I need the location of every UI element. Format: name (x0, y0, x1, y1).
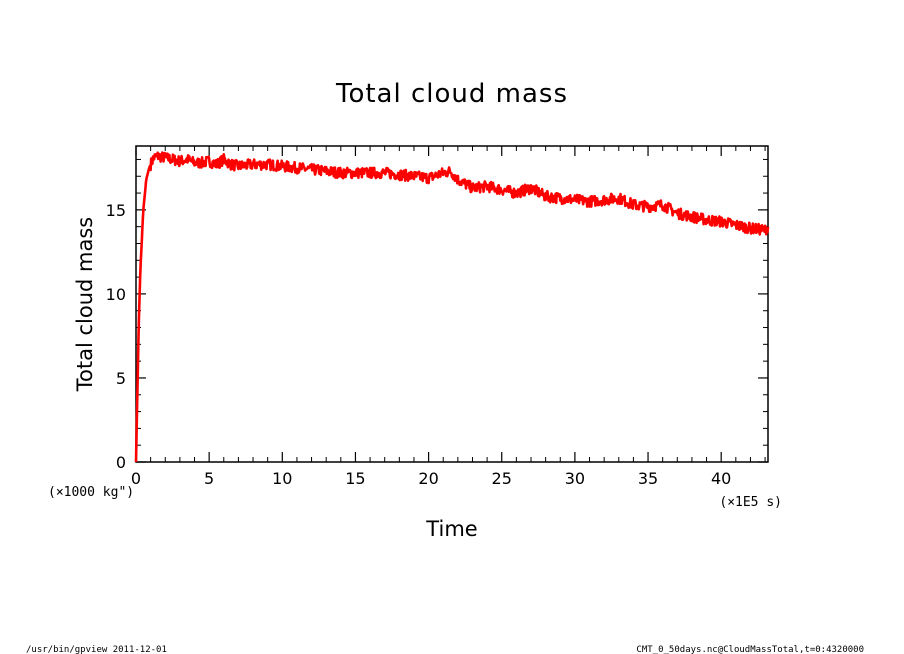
x-tick-label: 10 (272, 469, 292, 488)
y-tick-label: 5 (116, 369, 126, 388)
x-axis-label: Time (425, 517, 477, 541)
x-tick-label: 0 (131, 469, 141, 488)
series-line (134, 151, 770, 463)
x-tick-label: 35 (638, 469, 658, 488)
series-layer (134, 151, 770, 463)
x-tick-label: 30 (565, 469, 585, 488)
x-tick-label: 40 (711, 469, 731, 488)
y-tick-labels: 0 5 10 15 (106, 201, 126, 472)
x-axis-ticks (135, 146, 766, 462)
x-tick-labels: 0 5 10 15 20 25 30 35 40 (131, 469, 731, 488)
x-tick-label: 5 (204, 469, 214, 488)
x-tick-label: 20 (418, 469, 438, 488)
chart-title: Total cloud mass (335, 79, 568, 109)
y-axis-ticks (136, 158, 768, 463)
y-unit-label: (×1000 kg") (48, 485, 134, 500)
y-tick-label: 0 (116, 453, 126, 472)
y-tick-label: 10 (106, 285, 126, 304)
plot-frame (135, 145, 769, 463)
x-unit-label: (×1E5 s) (719, 495, 782, 510)
x-tick-label: 25 (492, 469, 512, 488)
footer-left: /usr/bin/gpview 2011-12-01 (26, 645, 167, 654)
y-tick-label: 15 (106, 201, 126, 220)
y-axis-label: Total cloud mass (73, 217, 97, 392)
plot-area (134, 145, 770, 463)
footer-right: CMT_0_50days.nc@CloudMassTotal,t=0:43200… (636, 645, 864, 654)
x-tick-label: 15 (345, 469, 365, 488)
